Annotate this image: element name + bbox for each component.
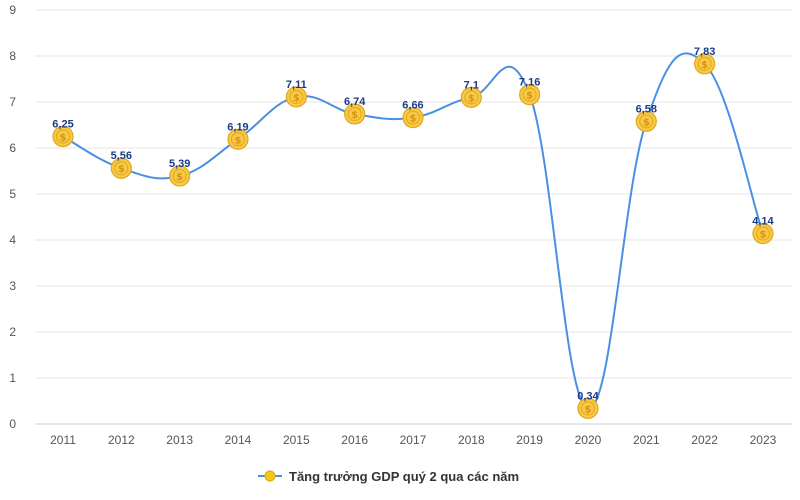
coin-icon[interactable]: $: [110, 157, 132, 179]
coin-icon[interactable]: $: [227, 128, 249, 150]
x-tick-label: 2021: [633, 433, 660, 447]
x-axis: 2011 2012 2013 2014 2015 2016 2017 2018 2019 2020…: [50, 433, 777, 447]
coin-icon[interactable]: $: [519, 84, 541, 106]
data-label: 6,58: [636, 103, 657, 115]
data-label: 5,56: [111, 150, 132, 162]
x-tick-label: 2011: [50, 433, 76, 447]
svg-text:$: $: [643, 117, 650, 128]
y-tick-label: 4: [9, 233, 16, 247]
legend[interactable]: Tăng trưởng GDP quý 2 qua các năm: [258, 469, 519, 484]
svg-text:$: $: [351, 110, 358, 121]
y-tick-label: 0: [9, 417, 16, 431]
data-label: 7,16: [519, 77, 540, 89]
coin-icon[interactable]: $: [752, 222, 774, 245]
y-tick-label: 6: [9, 141, 16, 155]
data-label: 5,39: [169, 158, 190, 170]
x-tick-label: 2015: [283, 433, 310, 447]
y-tick-label: 8: [9, 49, 16, 63]
coin-icon[interactable]: $: [52, 125, 74, 148]
series-line: [62, 52, 764, 410]
x-tick-label: 2012: [108, 433, 135, 447]
x-tick-label: 2022: [691, 433, 718, 447]
data-label: 7,11: [286, 79, 307, 91]
svg-text:$: $: [293, 93, 300, 104]
data-label: 0,34: [577, 390, 599, 402]
data-label: 7,1: [464, 79, 479, 91]
data-markers: $ $ $ $ $ $ $ $ $ $ $ $ $: [52, 53, 774, 419]
y-tick-label: 3: [9, 279, 16, 293]
svg-text:$: $: [176, 172, 183, 183]
x-tick-label: 2019: [516, 433, 543, 447]
legend-label: Tăng trưởng GDP quý 2 qua các năm: [289, 469, 519, 484]
svg-text:$: $: [409, 114, 416, 125]
data-label: 6,66: [402, 100, 423, 112]
data-label: 6,25: [52, 119, 73, 131]
x-tick-label: 2023: [750, 433, 777, 447]
y-axis: 0 1 2 3 4 5 6 7 8 9: [9, 3, 16, 431]
coin-icon[interactable]: $: [577, 397, 599, 419]
legend-marker-icon: [264, 470, 276, 482]
svg-text:$: $: [584, 404, 591, 415]
data-label: 6,74: [344, 96, 366, 108]
svg-text:$: $: [118, 164, 125, 175]
coin-icon[interactable]: $: [460, 86, 482, 109]
x-tick-label: 2018: [458, 433, 485, 447]
y-tick-label: 1: [9, 371, 16, 385]
coin-icon[interactable]: $: [402, 107, 424, 129]
coin-icon[interactable]: $: [169, 165, 191, 187]
x-tick-label: 2013: [166, 433, 193, 447]
x-tick-label: 2020: [575, 433, 602, 447]
svg-text:$: $: [759, 230, 766, 241]
svg-text:$: $: [701, 60, 708, 71]
y-tick-label: 2: [9, 325, 16, 339]
coin-icon[interactable]: $: [694, 53, 716, 75]
x-tick-label: 2016: [341, 433, 368, 447]
coin-icon[interactable]: $: [344, 103, 366, 125]
data-label: 4,14: [752, 216, 774, 228]
svg-text:$: $: [468, 93, 475, 104]
svg-text:$: $: [60, 133, 67, 144]
series-gdp-growth: [62, 52, 764, 410]
data-label: 7,83: [694, 46, 715, 58]
y-tick-label: 5: [9, 187, 16, 201]
data-labels: 6,25 5,56 5,39 6,19 7,11 6,74 6,66 7,1 7,16 0,34 6…: [52, 46, 774, 403]
grid-lines: [35, 9, 792, 425]
svg-text:$: $: [235, 135, 242, 146]
y-tick-label: 7: [9, 95, 16, 109]
y-tick-label: 9: [9, 3, 16, 17]
x-tick-label: 2014: [225, 433, 252, 447]
coin-icon[interactable]: $: [635, 110, 657, 132]
coin-icon[interactable]: $: [285, 86, 307, 108]
x-tick-label: 2017: [400, 433, 427, 447]
svg-text:$: $: [526, 91, 533, 102]
data-label: 6,19: [227, 121, 248, 133]
